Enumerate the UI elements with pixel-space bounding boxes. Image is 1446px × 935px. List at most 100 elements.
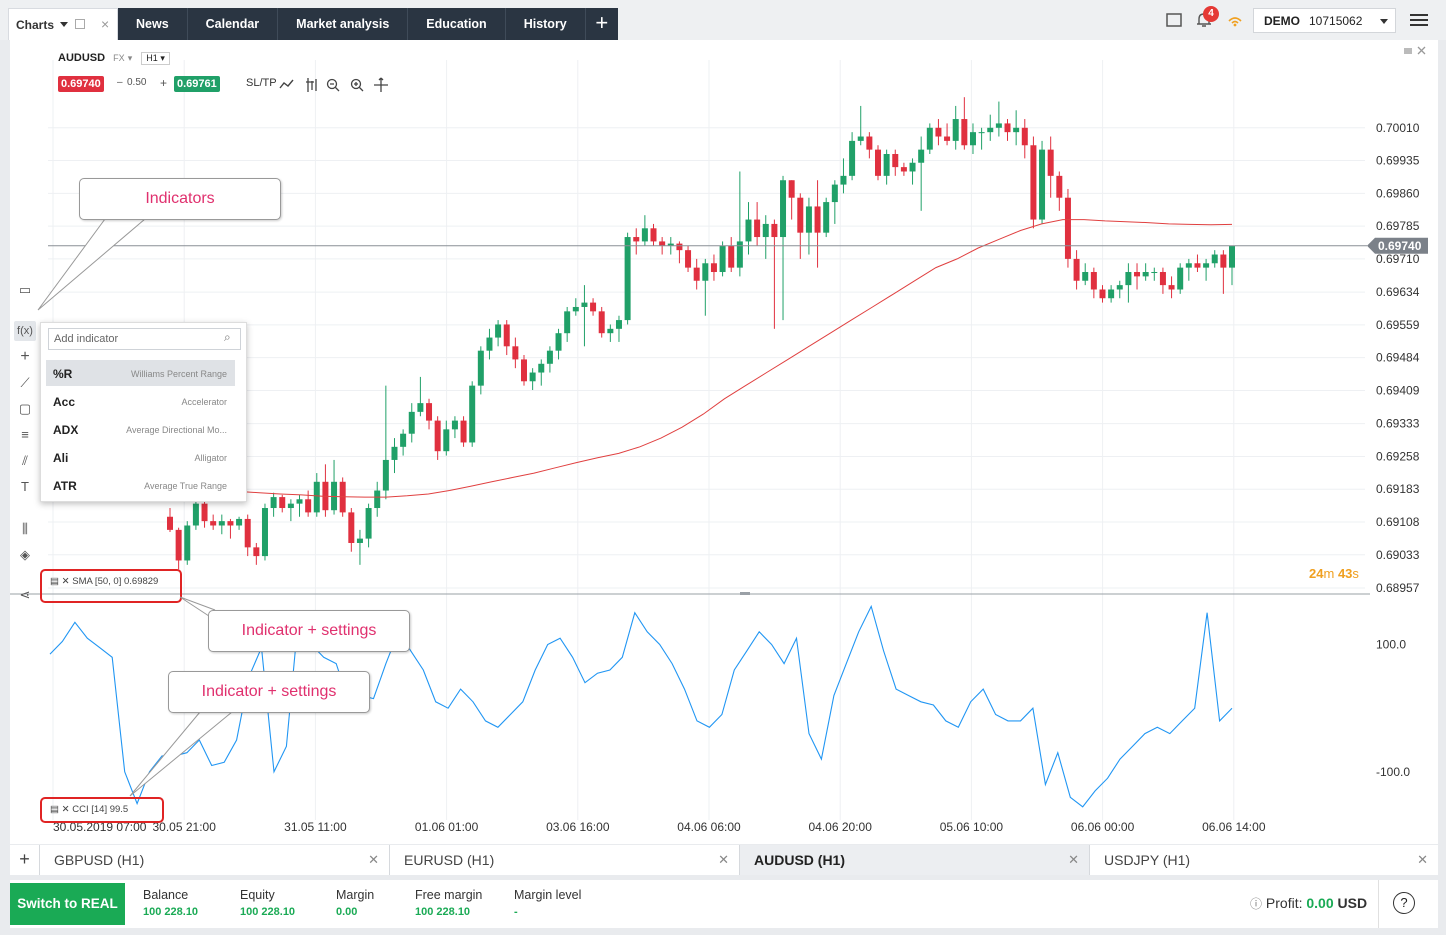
candle[interactable] <box>918 149 925 163</box>
candle[interactable] <box>192 503 199 526</box>
text-tool-icon[interactable]: T <box>21 479 29 494</box>
candle[interactable] <box>685 250 692 268</box>
candle[interactable] <box>261 508 268 557</box>
symbol-header[interactable]: AUDUSD FX ▾ H1 ▾ <box>58 52 170 65</box>
candle[interactable] <box>978 132 985 134</box>
move-icon[interactable] <box>374 77 388 92</box>
nav-education[interactable]: Education <box>408 8 506 40</box>
indicator-option[interactable]: ADX Average Directional Mo... <box>46 416 235 442</box>
candle[interactable] <box>1134 272 1141 277</box>
candle[interactable] <box>866 136 873 150</box>
candle[interactable] <box>1039 149 1046 220</box>
candle[interactable] <box>218 521 225 526</box>
candle[interactable] <box>875 149 881 176</box>
candle[interactable] <box>909 162 916 172</box>
candle[interactable] <box>253 547 260 557</box>
candle[interactable] <box>313 481 320 513</box>
chart-tab-active[interactable]: AUDUSD (H1) ✕ <box>740 845 1090 875</box>
candle[interactable] <box>287 503 294 509</box>
close-icon[interactable]: ✕ <box>1417 852 1428 867</box>
candle[interactable] <box>754 219 761 238</box>
help-icon[interactable]: ? <box>1393 892 1415 914</box>
candles-icon[interactable]: ⫼ <box>22 521 28 536</box>
candle[interactable] <box>935 127 942 137</box>
candle[interactable] <box>469 385 476 443</box>
nav-news[interactable]: News <box>118 8 188 40</box>
candle[interactable] <box>745 219 752 242</box>
candle[interactable] <box>823 202 830 233</box>
popout-icon[interactable] <box>75 19 85 29</box>
candle[interactable] <box>1030 145 1037 220</box>
candle[interactable] <box>961 119 968 146</box>
close-icon[interactable]: ✕ <box>1068 852 1079 867</box>
candle[interactable] <box>693 267 700 281</box>
candle[interactable] <box>426 403 433 421</box>
candle[interactable] <box>1159 272 1166 286</box>
restore-icon[interactable] <box>1404 48 1412 54</box>
zoom-in-icon[interactable] <box>350 78 364 92</box>
settings-icon[interactable]: ▤ <box>50 576 59 587</box>
remove-indicator-icon[interactable]: ✕ <box>61 804 70 815</box>
candle[interactable] <box>503 324 510 347</box>
zoom-out-icon[interactable] <box>326 78 340 92</box>
candle[interactable] <box>486 337 493 351</box>
pane-resize-handle[interactable] <box>740 592 750 595</box>
close-icon[interactable]: ✕ <box>368 852 379 867</box>
candle[interactable] <box>210 521 217 526</box>
candle[interactable] <box>236 518 243 526</box>
remove-indicator-icon[interactable]: ✕ <box>61 576 70 587</box>
candle[interactable] <box>814 206 821 233</box>
candle[interactable] <box>952 119 959 141</box>
layers-icon[interactable]: ◈ <box>20 547 30 562</box>
candle[interactable] <box>615 320 622 329</box>
candle[interactable] <box>382 459 389 491</box>
candle[interactable] <box>771 223 778 238</box>
candle[interactable] <box>719 245 726 273</box>
candle[interactable] <box>201 503 208 522</box>
candle[interactable] <box>1220 254 1227 268</box>
candle[interactable] <box>641 228 648 242</box>
candle[interactable] <box>477 350 484 386</box>
candle[interactable] <box>1073 258 1080 281</box>
sell-price-button[interactable]: 0.69740 <box>58 76 104 92</box>
buy-price-button[interactable]: 0.69761 <box>174 76 220 92</box>
timeframe-selector[interactable]: H1 ▾ <box>141 52 170 65</box>
indicator-search-input[interactable]: Add indicator <box>48 328 241 350</box>
charts-tab[interactable]: Charts × <box>8 8 118 40</box>
chart-tab[interactable]: USDJPY (H1) ✕ <box>1090 845 1438 875</box>
candle[interactable] <box>883 154 890 176</box>
candle[interactable] <box>805 206 812 233</box>
nav-calendar[interactable]: Calendar <box>188 8 279 40</box>
screen-icon[interactable]: ▭ <box>18 282 32 297</box>
candle[interactable] <box>944 136 951 141</box>
candle[interactable] <box>659 241 666 246</box>
candle[interactable] <box>572 306 579 312</box>
price-chart[interactable]: 30.05.2019 07:00 30.05 21:00 31.05 11:00 01… <box>10 40 1438 844</box>
candle[interactable] <box>1056 175 1063 198</box>
candle[interactable] <box>279 497 286 509</box>
candle[interactable] <box>184 525 191 561</box>
candle[interactable] <box>728 245 735 268</box>
sltp-button[interactable]: SL/TP <box>246 77 277 89</box>
crosshair-icon[interactable]: + <box>20 348 30 365</box>
candle[interactable] <box>408 411 415 434</box>
candle[interactable] <box>175 529 182 561</box>
candle[interactable] <box>1116 285 1123 290</box>
candle[interactable] <box>1168 285 1175 290</box>
candle[interactable] <box>1004 123 1011 133</box>
close-icon[interactable]: ✕ <box>718 852 729 867</box>
plus-button[interactable]: + <box>160 76 168 90</box>
candle[interactable] <box>296 499 303 504</box>
candles-type-icon[interactable] <box>306 78 317 92</box>
candle[interactable] <box>546 350 553 364</box>
candle[interactable] <box>1177 267 1184 290</box>
candle[interactable] <box>391 446 398 460</box>
candle[interactable] <box>702 263 709 281</box>
candle[interactable] <box>348 512 355 543</box>
candle[interactable] <box>244 518 251 548</box>
candle[interactable] <box>417 403 424 412</box>
candle[interactable] <box>1185 263 1192 268</box>
candle[interactable] <box>460 420 467 443</box>
indicator-option[interactable]: Acc Accelerator <box>46 388 235 414</box>
candle[interactable] <box>167 516 173 530</box>
